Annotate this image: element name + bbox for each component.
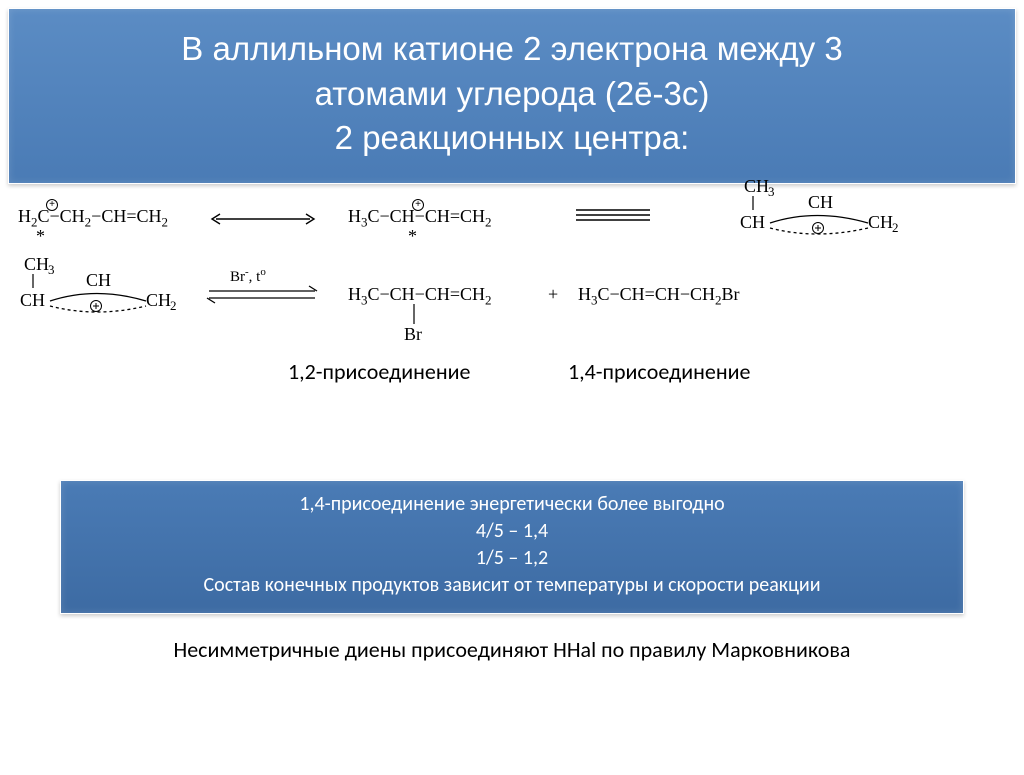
label-12-addition: 1,2-присоединение bbox=[288, 358, 470, 385]
cation1-star: * bbox=[36, 226, 45, 247]
cation2: H3C−CH−CH=CH2 bbox=[348, 206, 491, 231]
svg-text:CH: CH bbox=[808, 192, 833, 212]
label-14-addition: 1,4-присоединение bbox=[568, 358, 750, 385]
svg-text:3: 3 bbox=[48, 262, 55, 277]
reaction-conditions: Br-, to bbox=[230, 266, 266, 286]
title-line-3: 2 реакционных центра: bbox=[49, 116, 975, 161]
svg-text:2: 2 bbox=[892, 220, 899, 235]
equivalence-icon bbox=[568, 206, 658, 224]
svg-text:CH: CH bbox=[20, 290, 45, 310]
info-line-4: Состав конечных продуктов зависит от тем… bbox=[81, 572, 943, 599]
svg-text:CH: CH bbox=[868, 212, 893, 232]
svg-text:2: 2 bbox=[170, 298, 177, 313]
equilibrium-arrow-icon bbox=[203, 284, 323, 306]
chemistry-diagram: H2C−CH2−CH=CH2 * H3C−CH−CH=CH2 * CH3 CH … bbox=[8, 196, 1016, 466]
resonance-arrow-icon bbox=[208, 212, 318, 226]
title-line-1: В аллильном катионе 2 электрона между 3 bbox=[49, 27, 975, 72]
plus-sign: + bbox=[548, 284, 558, 305]
svg-text:CH: CH bbox=[146, 290, 171, 310]
allyl-structure-2: CH3 CH CH CH2 bbox=[8, 256, 218, 326]
product-1-br: Br bbox=[404, 324, 422, 345]
svg-text:CH: CH bbox=[740, 212, 765, 232]
allyl-structure-1: CH3 CH CH CH2 bbox=[708, 178, 908, 248]
product-2: H3C−CH=CH−CH2Br bbox=[578, 284, 739, 309]
product-1-bond bbox=[408, 304, 420, 326]
info-line-3: 1/5 – 1,2 bbox=[81, 545, 943, 572]
info-line-1: 1,4-присоединение энергетически более вы… bbox=[81, 491, 943, 518]
info-line-2: 4/5 – 1,4 bbox=[81, 518, 943, 545]
svg-text:CH: CH bbox=[24, 256, 49, 274]
svg-text:3: 3 bbox=[768, 184, 775, 199]
title-box: В аллильном катионе 2 электрона между 3 … bbox=[8, 8, 1016, 184]
title-line-2: атомами углерода (2ē-3c) bbox=[49, 72, 975, 117]
svg-text:CH: CH bbox=[86, 270, 111, 290]
svg-text:CH: CH bbox=[744, 178, 769, 196]
footer-text: Несимметричные диены присоединяют HHal п… bbox=[0, 636, 1024, 663]
cation2-star: * bbox=[408, 226, 417, 247]
info-box: 1,4-присоединение энергетически более вы… bbox=[60, 480, 964, 614]
